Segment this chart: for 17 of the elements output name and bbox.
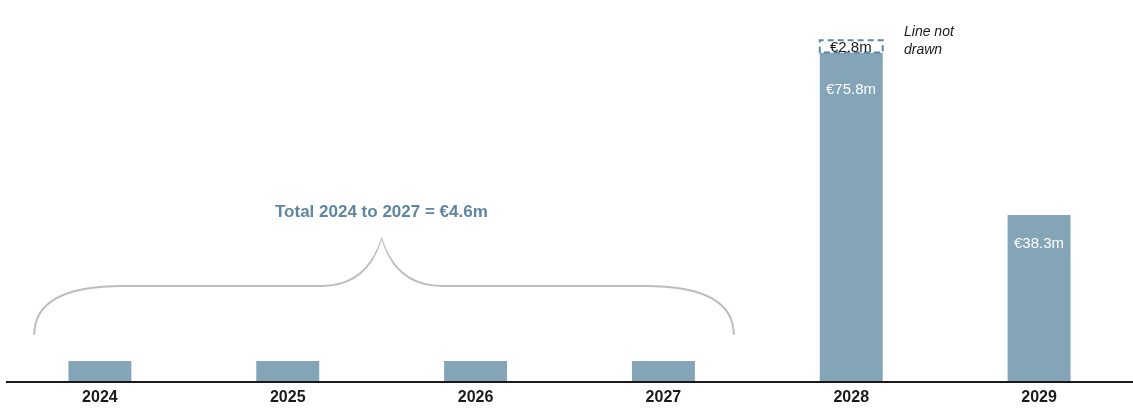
annotation: Total 2024 to 2027 = €4.6m	[275, 202, 488, 221]
bar	[68, 361, 132, 381]
bar	[1007, 215, 1071, 381]
series-label: Line not drawn	[904, 23, 955, 58]
x-tick-label: 2029	[1021, 388, 1057, 406]
data-label: €2.8m	[830, 38, 872, 55]
bar	[444, 361, 508, 381]
data-label: €75.8m	[826, 80, 877, 97]
bar	[819, 52, 883, 381]
data-label: €38.3m	[1014, 234, 1065, 251]
x-tick-label: 2027	[645, 388, 682, 406]
bar	[256, 361, 320, 381]
x-tick-label: 2026	[457, 388, 494, 406]
x-tick-label: 2028	[833, 388, 870, 406]
x-tick-label: 2024	[82, 388, 118, 406]
x-tick-label: 2025	[269, 388, 306, 406]
bar	[631, 361, 695, 381]
